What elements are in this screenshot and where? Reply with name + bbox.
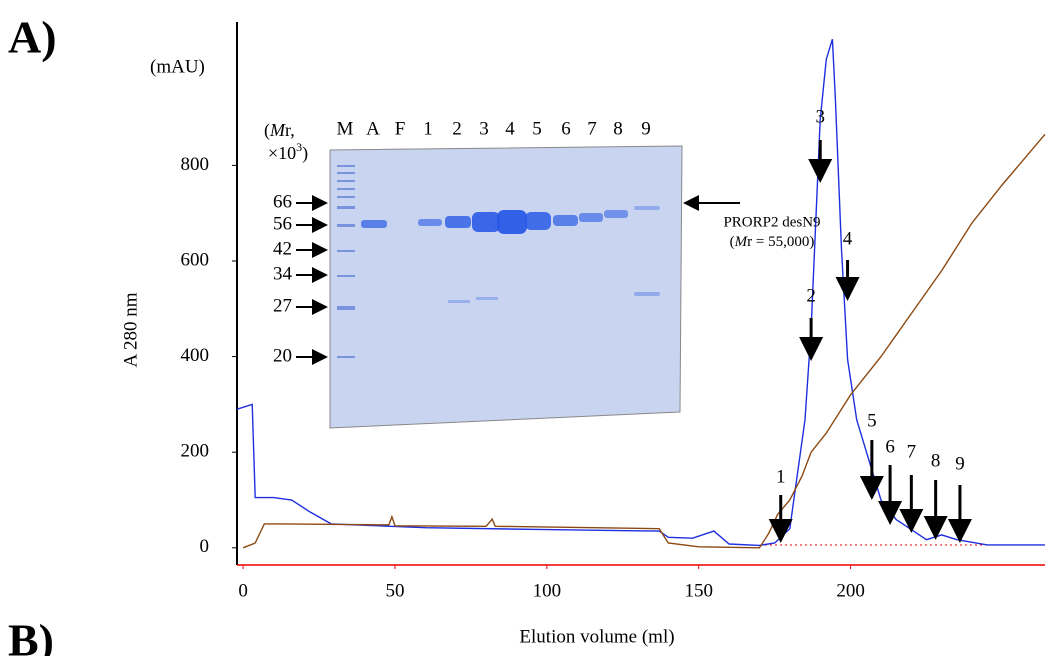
text: M <box>269 120 286 140</box>
text: ( <box>264 120 270 141</box>
ladder <box>337 165 355 358</box>
lane-label: 7 <box>587 118 597 139</box>
y-tick-label: 0 <box>200 536 210 557</box>
fraction-label: 8 <box>931 450 941 471</box>
band-mr: (Mr = 55,000) <box>730 234 815 250</box>
lane-label: 6 <box>561 118 571 139</box>
lane-label: 9 <box>641 118 651 139</box>
x-tick-label: 0 <box>238 580 248 601</box>
marker-label: 20 <box>273 345 292 366</box>
marker-unit: (Mr, <box>264 120 295 141</box>
band-label: PRORP2 desN9 <box>723 214 820 230</box>
x-tick-label: 50 <box>385 580 404 601</box>
marker-label: 42 <box>273 238 292 259</box>
x-tick-label: 100 <box>533 580 562 601</box>
text: ×10 <box>268 143 296 163</box>
x-tick-label: 200 <box>836 580 865 601</box>
lane-label: F <box>395 118 406 139</box>
y-tick-label: 200 <box>181 441 210 462</box>
text: r, <box>285 120 295 140</box>
panel-label: B) <box>8 615 54 656</box>
fraction-label: 3 <box>815 106 825 127</box>
fraction-label: 1 <box>776 466 786 487</box>
y-unit: (mAU) <box>150 56 205 77</box>
lane-label: 4 <box>505 118 515 139</box>
gel <box>329 145 683 429</box>
fraction-label: 5 <box>867 410 877 431</box>
text: r = 55,000) <box>747 234 814 250</box>
fraction-label: 2 <box>806 285 816 306</box>
marker-label: 66 <box>273 191 292 212</box>
x-axis-label: Elution volume (ml) <box>519 626 674 647</box>
marker-unit: ×103) <box>268 140 308 164</box>
text: M <box>734 234 749 250</box>
fraction-label: 7 <box>907 441 917 462</box>
y-axis-label: A 280 nm <box>120 292 141 367</box>
y-tick-label: 400 <box>181 345 210 366</box>
text: 3 <box>296 140 302 154</box>
fraction-label: 4 <box>843 228 853 249</box>
marker-label: 56 <box>273 213 292 234</box>
y-tick-label: 800 <box>181 154 210 175</box>
fraction-label: 6 <box>885 436 895 457</box>
lane-label: 3 <box>479 118 489 139</box>
text: ) <box>302 143 308 164</box>
panel-label: A) <box>8 12 57 63</box>
y-tick-label: 600 <box>181 249 210 270</box>
lane-label: 2 <box>452 118 462 139</box>
x-tick-label: 150 <box>684 580 713 601</box>
lane-label: 1 <box>423 118 433 139</box>
lane-label: M <box>337 118 354 139</box>
marker-label: 34 <box>273 263 293 284</box>
fraction-label: 9 <box>955 453 965 474</box>
text: ( <box>730 234 735 250</box>
lane-label: A <box>366 118 380 139</box>
bands <box>361 206 660 303</box>
lane-label: 5 <box>532 118 542 139</box>
gel-inset <box>329 145 683 429</box>
line-series <box>242 133 1046 549</box>
lane-label: 8 <box>613 118 623 139</box>
marker-label: 27 <box>273 295 292 316</box>
